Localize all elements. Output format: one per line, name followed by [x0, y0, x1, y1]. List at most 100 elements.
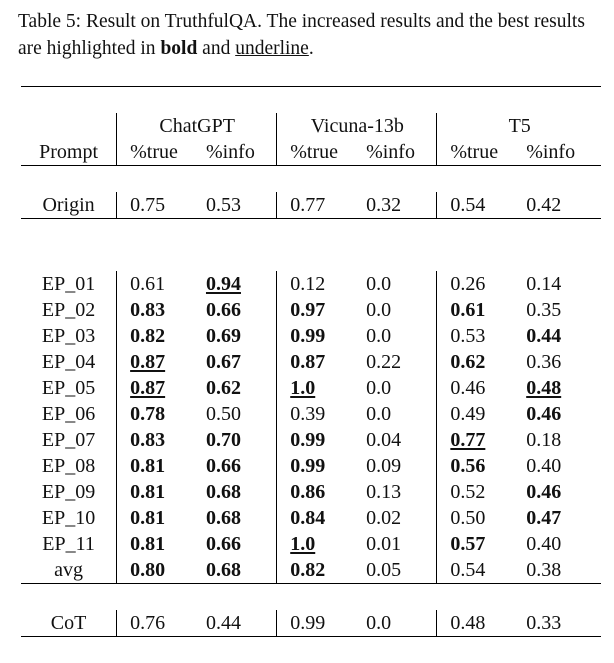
cell-value: 0.66 — [206, 533, 241, 555]
row-label: avg — [21, 557, 117, 584]
value-cell: 0.46 — [514, 401, 601, 427]
value-cell: 1.0 — [278, 531, 354, 557]
row-label: EP_08 — [21, 453, 117, 479]
cell-value: 0.99 — [290, 325, 325, 347]
row-label: EP_09 — [21, 479, 117, 505]
cell-value: 0.35 — [526, 299, 561, 321]
value-cell: 0.01 — [354, 531, 437, 557]
cell-value: 0.48 — [526, 377, 561, 399]
bottom-rule — [21, 637, 601, 663]
group-t5: T5 — [438, 113, 601, 139]
cell-value: 1.0 — [290, 377, 315, 399]
cell-value: 0.05 — [366, 559, 401, 581]
cell-value: 0.68 — [206, 481, 241, 503]
value-cell: 0.0 — [354, 375, 437, 401]
value-cell: 0.44 — [194, 610, 277, 637]
cell-value: 0.14 — [526, 273, 561, 295]
value-cell: 1.0 — [278, 375, 354, 401]
cell-value: 0.77 — [290, 194, 325, 216]
cell-value: 0.61 — [450, 299, 485, 321]
value-cell: 0.18 — [514, 427, 601, 453]
value-cell: 0.62 — [438, 349, 514, 375]
row-label: EP_05 — [21, 375, 117, 401]
subheader-cell: %info — [514, 139, 601, 166]
value-cell: 0.94 — [194, 271, 277, 297]
subheader-cell: %true — [278, 139, 354, 166]
cell-value: 0.26 — [450, 273, 485, 295]
cell-value: 0.0 — [366, 299, 391, 321]
value-cell: 0.61 — [438, 297, 514, 323]
cell-value: 0.68 — [206, 559, 241, 581]
value-cell: 0.68 — [194, 557, 277, 584]
cell-value: 0.69 — [206, 325, 241, 347]
prompt-header: Prompt — [21, 139, 117, 166]
value-cell: 0.36 — [514, 349, 601, 375]
table-caption: Table 5: Result on TruthfulQA. The incre… — [18, 8, 603, 62]
value-cell: 0.05 — [354, 557, 437, 584]
row-label: EP_04 — [21, 349, 117, 375]
value-cell: 0.32 — [354, 192, 437, 219]
cell-value: 0.56 — [450, 455, 485, 477]
value-cell: 0.42 — [514, 192, 601, 219]
value-cell: 0.70 — [194, 427, 277, 453]
cell-value: 0.68 — [206, 507, 241, 529]
row-label: EP_11 — [21, 531, 117, 557]
value-cell: 0.33 — [514, 610, 601, 637]
cell-value: 0.76 — [130, 612, 165, 634]
cell-value: 0.50 — [450, 507, 485, 529]
cell-value: 0.87 — [130, 351, 165, 373]
value-cell: 0.61 — [118, 271, 194, 297]
row-label: CoT — [21, 610, 117, 637]
results-table: ChatGPT Vicuna-13b T5 Prompt %true %info… — [21, 86, 601, 663]
avg-rule — [21, 584, 601, 611]
value-cell: 0.14 — [514, 271, 601, 297]
cell-value: 0.18 — [526, 429, 561, 451]
top-rule — [21, 87, 601, 114]
cell-value: 0.38 — [526, 559, 561, 581]
cell-value: 0.84 — [290, 507, 325, 529]
cell-value: 0.40 — [526, 533, 561, 555]
cell-value: 0.97 — [290, 299, 325, 321]
value-cell: 0.0 — [354, 401, 437, 427]
value-cell: 0.0 — [354, 297, 437, 323]
value-cell: 0.87 — [118, 375, 194, 401]
value-cell: 0.13 — [354, 479, 437, 505]
value-cell: 0.50 — [438, 505, 514, 531]
caption-underline-word: underline — [235, 38, 309, 59]
cell-value: 0.13 — [366, 481, 401, 503]
subheader-cell: %info — [354, 139, 437, 166]
cell-value: 0.32 — [366, 194, 401, 216]
cell-value: 0.54 — [450, 194, 485, 216]
value-cell: 0.77 — [438, 427, 514, 453]
subheader-cell: %true — [438, 139, 514, 166]
cell-value: 0.0 — [366, 403, 391, 425]
row-label: EP_06 — [21, 401, 117, 427]
cell-value: 0.77 — [450, 429, 485, 451]
value-cell: 0.66 — [194, 453, 277, 479]
value-cell: 0.56 — [438, 453, 514, 479]
value-cell: 0.26 — [438, 271, 514, 297]
value-cell: 0.68 — [194, 505, 277, 531]
cell-value: 0.86 — [290, 481, 325, 503]
value-cell: 0.99 — [278, 323, 354, 349]
cell-value: 0.09 — [366, 455, 401, 477]
cell-value: 0.22 — [366, 351, 401, 373]
value-cell: 0.38 — [514, 557, 601, 584]
cell-value: 0.82 — [130, 325, 165, 347]
value-cell: 0.82 — [278, 557, 354, 584]
cell-value: 0.94 — [206, 273, 241, 295]
value-cell: 0.02 — [354, 505, 437, 531]
subheader-cell: %true — [118, 139, 194, 166]
cell-value: 0.81 — [130, 481, 165, 503]
cell-value: 0.44 — [526, 325, 561, 347]
subheader-cell: %info — [194, 139, 277, 166]
cell-value: 0.80 — [130, 559, 165, 581]
